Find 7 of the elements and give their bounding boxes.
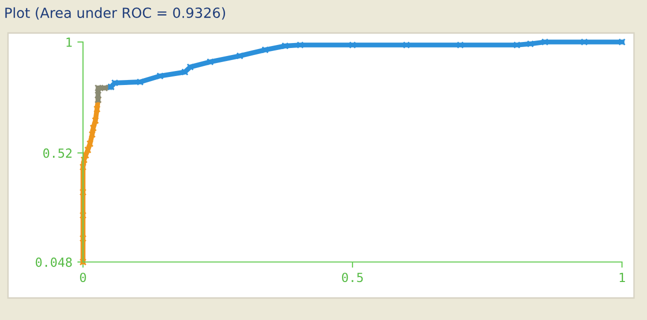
- x-tick-label: 1: [620, 272, 625, 282]
- y-tick-label: 1: [66, 38, 72, 47]
- chart-title: Plot (Area under ROC = 0.9326): [5, 7, 226, 20]
- x-tick-label: 0.5: [342, 272, 363, 282]
- x-tick-label: 0: [80, 272, 86, 282]
- y-tick-label: 0.52: [43, 148, 72, 158]
- y-tick-label: 0.048: [36, 258, 72, 267]
